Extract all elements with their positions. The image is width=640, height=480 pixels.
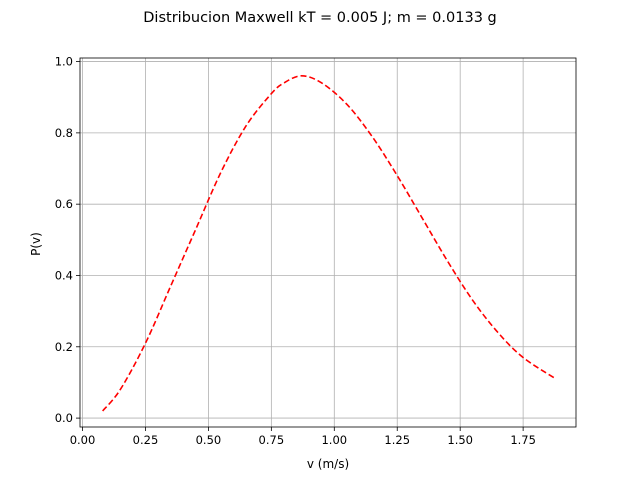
y-tick-label: 0.0 <box>55 411 73 425</box>
x-tick-label: 1.75 <box>510 433 536 447</box>
x-tick-label: 0.25 <box>133 433 159 447</box>
series-line <box>102 75 557 412</box>
y-tick-label: 0.6 <box>55 197 73 211</box>
y-axis-label: P(v) <box>29 232 43 256</box>
y-tick-label: 0.4 <box>55 268 73 282</box>
y-tick-label: 1.0 <box>55 55 73 69</box>
x-tick-label: 0.00 <box>70 433 96 447</box>
y-tick-label: 0.2 <box>55 340 73 354</box>
x-tick-label: 1.25 <box>384 433 410 447</box>
plot-frame <box>79 57 577 428</box>
x-tick-label: 1.50 <box>447 433 473 447</box>
ticks: 0.00 0.25 0.50 0.75 1.00 1.25 1.50 1.75 0.0 0.2 0.… <box>55 55 536 447</box>
chart-title: Distribucion Maxwell kT = 0.005 J; m = 0… <box>143 10 496 26</box>
x-tick-label: 0.50 <box>196 433 222 447</box>
series-layer <box>102 75 557 412</box>
y-tick-label: 0.8 <box>55 126 73 140</box>
x-axis-label: v (m/s) <box>307 457 349 471</box>
x-tick-label: 1.00 <box>321 433 347 447</box>
grid <box>80 58 576 427</box>
x-tick-label: 0.75 <box>259 433 285 447</box>
